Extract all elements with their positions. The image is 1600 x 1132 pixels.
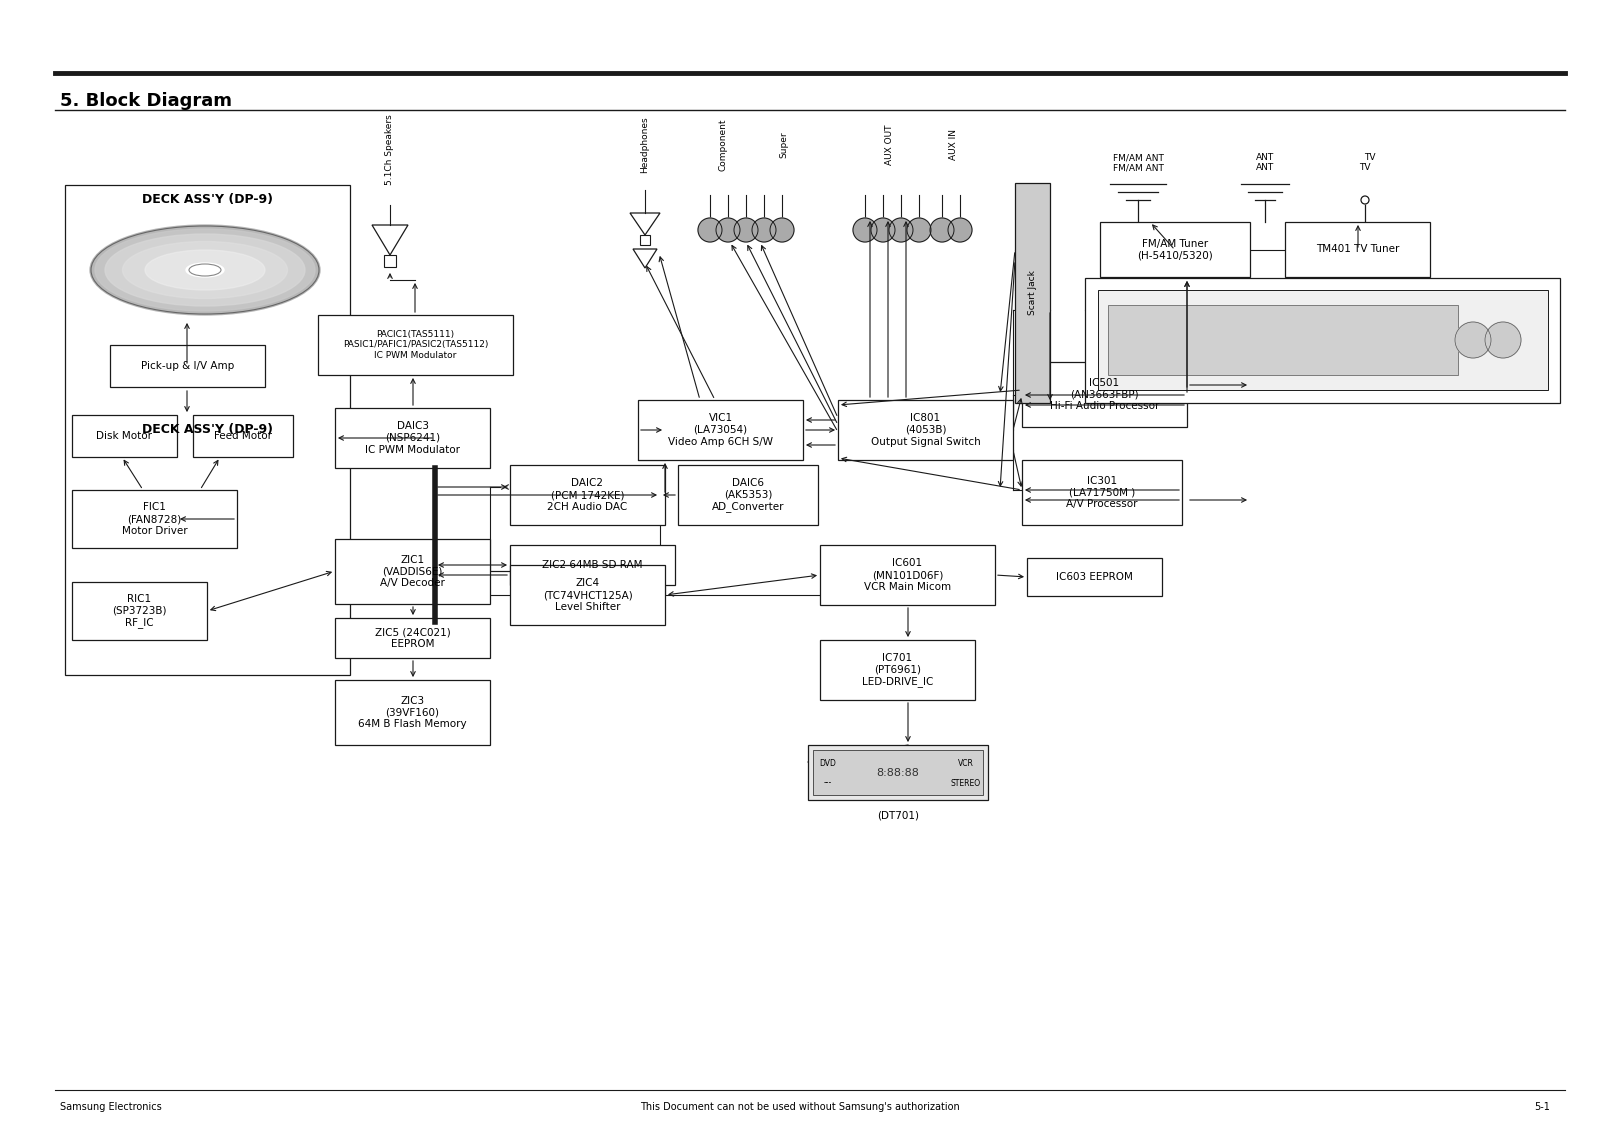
Text: DVD: DVD — [819, 758, 837, 767]
Bar — [510, 544, 675, 585]
Bar — [72, 582, 206, 640]
Text: ZIC5 (24C021)
EEPROM: ZIC5 (24C021) EEPROM — [374, 627, 450, 649]
Text: DECK ASS'Y (DP-9): DECK ASS'Y (DP-9) — [142, 192, 274, 206]
Text: ZIC4
(TC74VHCT125A)
Level Shifter: ZIC4 (TC74VHCT125A) Level Shifter — [542, 578, 632, 611]
Bar — [1107, 305, 1458, 375]
Text: ZIC1
(VADDIS6E)
A/V Decoder: ZIC1 (VADDIS6E) A/V Decoder — [381, 555, 445, 589]
Text: IC301
(LA71750M )
A/V Processor: IC301 (LA71750M ) A/V Processor — [1066, 475, 1138, 509]
Bar — [640, 235, 650, 245]
Text: IC501
(AN3663FBP)
Hi-Fi Audio Processor: IC501 (AN3663FBP) Hi-Fi Audio Processor — [1050, 378, 1158, 411]
Text: PACIC1(TAS5111)
PASIC1/PAFIC1/PASIC2(TAS5112)
IC PWM Modulator: PACIC1(TAS5111) PASIC1/PAFIC1/PASIC2(TAS… — [342, 331, 488, 360]
Ellipse shape — [123, 241, 288, 299]
Circle shape — [698, 218, 722, 242]
Text: ANT: ANT — [1256, 154, 1274, 163]
Text: TM401 TV Tuner: TM401 TV Tuner — [1315, 245, 1398, 255]
Text: ANT: ANT — [1256, 163, 1274, 172]
Text: DECK ASS'Y (DP-9): DECK ASS'Y (DP-9) — [142, 423, 274, 437]
Bar — [110, 345, 266, 387]
Bar — [1022, 460, 1182, 525]
Text: Disk Motor: Disk Motor — [96, 431, 152, 441]
Bar — [1285, 222, 1430, 277]
Circle shape — [930, 218, 954, 242]
Bar — [510, 465, 666, 525]
Bar — [813, 751, 982, 795]
Circle shape — [947, 218, 973, 242]
Ellipse shape — [146, 250, 266, 290]
Text: IC601
(MN101D06F)
VCR Main Micom: IC601 (MN101D06F) VCR Main Micom — [864, 558, 950, 592]
Text: IC801
(4053B)
Output Signal Switch: IC801 (4053B) Output Signal Switch — [870, 413, 981, 447]
Bar — [1014, 183, 1050, 403]
Bar — [72, 490, 237, 548]
Text: Scart Jack: Scart Jack — [1027, 271, 1037, 316]
Ellipse shape — [90, 225, 320, 315]
Text: RIC1
(SP3723B)
RF_IC: RIC1 (SP3723B) RF_IC — [112, 594, 166, 628]
Text: FM/AM ANT: FM/AM ANT — [1112, 163, 1163, 172]
Circle shape — [890, 218, 914, 242]
Bar — [334, 618, 490, 658]
Text: IC603 EEPROM: IC603 EEPROM — [1056, 572, 1133, 582]
Text: Samsung Electronics: Samsung Electronics — [61, 1101, 162, 1112]
Text: VCR: VCR — [958, 758, 974, 767]
Text: VIC1
(LA73054)
Video Amp 6CH S/W: VIC1 (LA73054) Video Amp 6CH S/W — [669, 413, 773, 447]
Text: STEREO: STEREO — [950, 779, 981, 788]
Circle shape — [1454, 321, 1491, 358]
Ellipse shape — [94, 229, 315, 311]
Bar — [819, 544, 995, 604]
Bar — [1098, 290, 1549, 391]
Text: 5. Block Diagram: 5. Block Diagram — [61, 92, 232, 110]
Bar — [1101, 222, 1250, 277]
Bar — [1027, 558, 1162, 597]
Circle shape — [717, 218, 739, 242]
Circle shape — [907, 218, 931, 242]
Text: Pick-up & I/V Amp: Pick-up & I/V Amp — [141, 361, 234, 371]
Circle shape — [870, 218, 894, 242]
Text: IC701
(PT6961)
LED-DRIVE_IC: IC701 (PT6961) LED-DRIVE_IC — [862, 653, 933, 687]
Text: DAIC3
(NSP6241)
IC PWM Modulator: DAIC3 (NSP6241) IC PWM Modulator — [365, 421, 461, 455]
Bar — [678, 465, 818, 525]
Text: Component: Component — [718, 119, 728, 171]
Text: (DT701): (DT701) — [877, 811, 918, 820]
Text: FM/AM Tuner
(H-5410/5320): FM/AM Tuner (H-5410/5320) — [1138, 239, 1213, 260]
Text: AUX IN: AUX IN — [949, 129, 957, 161]
Circle shape — [853, 218, 877, 242]
Bar — [1022, 362, 1187, 427]
Text: 5.1Ch Speakers: 5.1Ch Speakers — [386, 114, 395, 186]
Bar — [72, 415, 178, 457]
Bar — [819, 640, 974, 700]
Text: TV: TV — [1365, 154, 1376, 163]
Text: ZIC2 64MB SD RAM: ZIC2 64MB SD RAM — [542, 560, 643, 571]
Circle shape — [734, 218, 758, 242]
Bar — [638, 400, 803, 460]
Text: Super: Super — [779, 131, 789, 158]
Bar — [510, 565, 666, 625]
Bar — [1085, 278, 1560, 403]
Text: DAIC6
(AK5353)
AD_Converter: DAIC6 (AK5353) AD_Converter — [712, 478, 784, 512]
Bar — [334, 680, 490, 745]
Bar — [384, 255, 397, 267]
Circle shape — [752, 218, 776, 242]
Text: ZIC3
(39VF160)
64M B Flash Memory: ZIC3 (39VF160) 64M B Flash Memory — [358, 696, 467, 729]
Text: Headphones: Headphones — [640, 117, 650, 173]
Text: This Document can not be used without Samsung's authorization: This Document can not be used without Sa… — [640, 1101, 960, 1112]
Text: DAIC2
(PCM 1742KE)
2CH Audio DAC: DAIC2 (PCM 1742KE) 2CH Audio DAC — [547, 479, 627, 512]
Text: FM/AM ANT: FM/AM ANT — [1112, 154, 1163, 163]
Text: TV: TV — [1360, 163, 1371, 172]
Circle shape — [770, 218, 794, 242]
Circle shape — [1485, 321, 1522, 358]
Circle shape — [1362, 196, 1370, 204]
Text: Feed Motor: Feed Motor — [214, 431, 272, 441]
Bar — [808, 745, 989, 800]
Bar — [66, 185, 350, 675]
Ellipse shape — [186, 263, 224, 277]
Text: 5-1: 5-1 — [1534, 1101, 1550, 1112]
Text: AUX OUT: AUX OUT — [885, 125, 894, 165]
Bar — [334, 408, 490, 468]
Text: 8:88:88: 8:88:88 — [877, 767, 920, 778]
Bar — [838, 400, 1013, 460]
Ellipse shape — [106, 234, 306, 306]
Ellipse shape — [189, 264, 221, 276]
Bar — [194, 415, 293, 457]
Bar — [334, 539, 490, 604]
Bar — [318, 315, 514, 375]
Text: FIC1
(FAN8728)
Motor Driver: FIC1 (FAN8728) Motor Driver — [122, 503, 187, 535]
